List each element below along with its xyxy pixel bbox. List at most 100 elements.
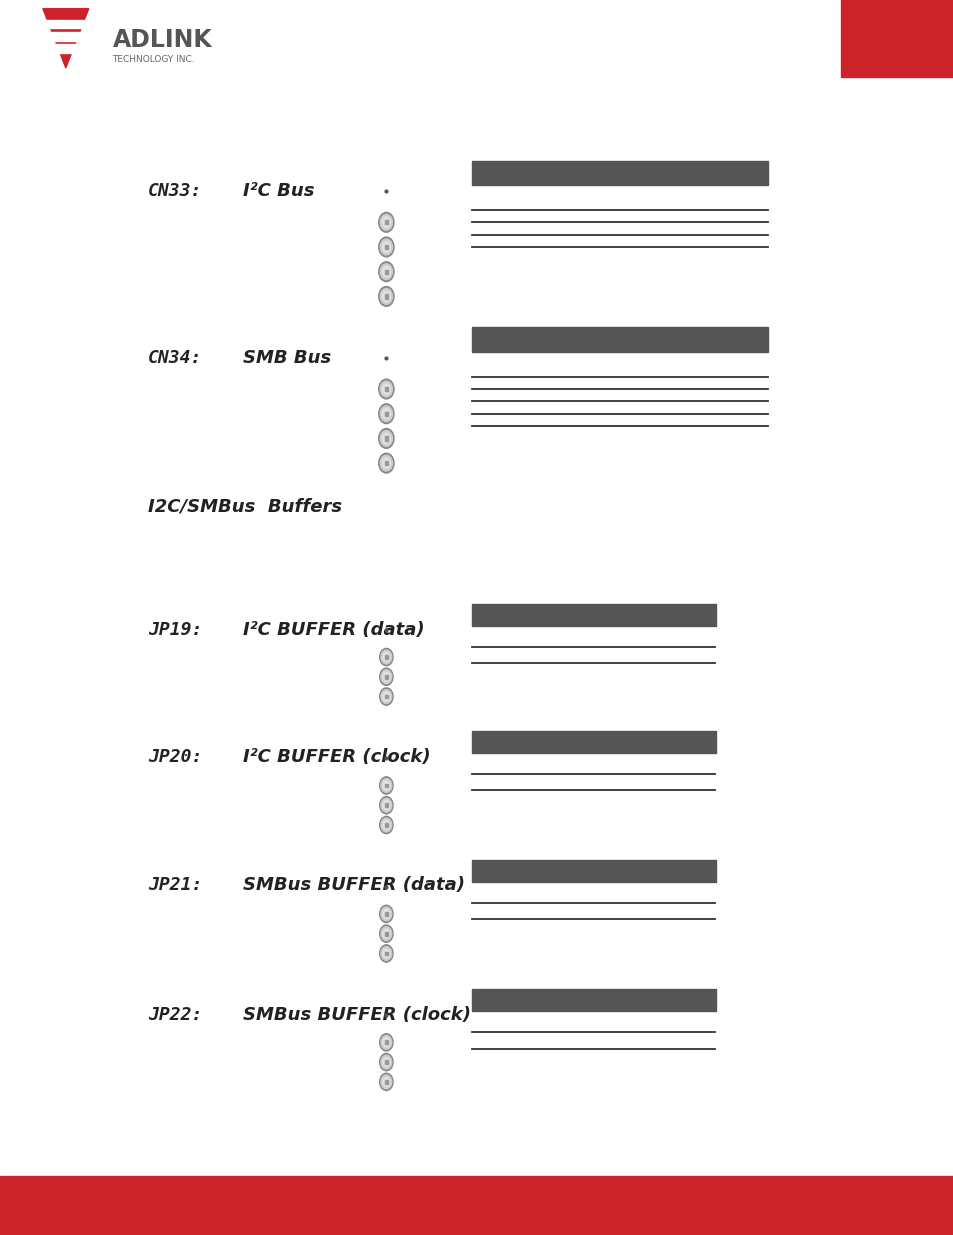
Circle shape: [380, 669, 392, 684]
Text: I2C/SMBus  Buffers: I2C/SMBus Buffers: [148, 498, 341, 515]
Bar: [384, 655, 388, 659]
Bar: [384, 783, 388, 788]
Bar: [472, 161, 767, 185]
Bar: [384, 674, 388, 679]
Circle shape: [382, 433, 390, 443]
Circle shape: [382, 1037, 390, 1047]
Bar: [384, 461, 388, 466]
Polygon shape: [44, 32, 88, 41]
Circle shape: [378, 429, 394, 448]
Circle shape: [382, 458, 390, 468]
Circle shape: [378, 404, 394, 424]
Circle shape: [380, 264, 392, 279]
Text: I²C Bus: I²C Bus: [243, 183, 314, 200]
Circle shape: [378, 212, 394, 232]
Circle shape: [380, 689, 392, 704]
Circle shape: [379, 1053, 393, 1071]
Bar: [472, 989, 715, 1011]
Circle shape: [382, 409, 390, 419]
Circle shape: [382, 948, 390, 958]
Bar: [384, 823, 388, 827]
Bar: [384, 436, 388, 441]
Circle shape: [379, 945, 393, 962]
Circle shape: [380, 778, 392, 793]
Circle shape: [382, 672, 390, 682]
Circle shape: [380, 431, 392, 446]
Circle shape: [379, 1073, 393, 1091]
Circle shape: [378, 453, 394, 473]
Circle shape: [382, 267, 390, 277]
Circle shape: [378, 237, 394, 257]
Circle shape: [382, 291, 390, 301]
Circle shape: [379, 925, 393, 942]
Circle shape: [382, 692, 390, 701]
Text: I²C BUFFER (data): I²C BUFFER (data): [243, 621, 424, 638]
Circle shape: [378, 287, 394, 306]
Circle shape: [379, 688, 393, 705]
Bar: [384, 951, 388, 956]
Circle shape: [380, 946, 392, 961]
Polygon shape: [44, 44, 88, 53]
Circle shape: [382, 781, 390, 790]
Text: JP22:: JP22:: [148, 1007, 202, 1024]
Circle shape: [378, 262, 394, 282]
Circle shape: [378, 379, 394, 399]
Polygon shape: [43, 9, 89, 68]
Text: CN34:: CN34:: [148, 350, 202, 367]
Circle shape: [380, 456, 392, 471]
Bar: [384, 803, 388, 808]
Text: JP19:: JP19:: [148, 621, 202, 638]
Circle shape: [380, 798, 392, 813]
Circle shape: [379, 905, 393, 923]
Text: JP20:: JP20:: [148, 748, 202, 766]
Circle shape: [380, 406, 392, 421]
Bar: [384, 294, 388, 299]
Bar: [841, 0, 953, 77]
Circle shape: [379, 777, 393, 794]
Text: I²C BUFFER (clock): I²C BUFFER (clock): [243, 748, 431, 766]
Circle shape: [380, 1055, 392, 1070]
Bar: [384, 911, 388, 916]
Bar: [384, 411, 388, 416]
Bar: [384, 1079, 388, 1084]
Bar: [0, 1176, 953, 1235]
Circle shape: [379, 1034, 393, 1051]
Circle shape: [382, 1077, 390, 1087]
Bar: [472, 327, 767, 352]
Circle shape: [382, 820, 390, 830]
Circle shape: [382, 1057, 390, 1067]
Text: TECHNOLOGY INC.: TECHNOLOGY INC.: [112, 54, 195, 64]
Bar: [384, 694, 388, 699]
Text: CN33:: CN33:: [148, 183, 202, 200]
Bar: [472, 604, 715, 626]
Bar: [384, 1060, 388, 1065]
Text: SMBus BUFFER (data): SMBus BUFFER (data): [243, 877, 465, 894]
Circle shape: [380, 289, 392, 304]
Circle shape: [379, 668, 393, 685]
Text: JP21:: JP21:: [148, 877, 202, 894]
Circle shape: [382, 909, 390, 919]
Bar: [384, 220, 388, 225]
Bar: [384, 245, 388, 249]
Circle shape: [382, 800, 390, 810]
Circle shape: [382, 384, 390, 394]
Circle shape: [380, 1035, 392, 1050]
Text: SMB Bus: SMB Bus: [243, 350, 332, 367]
Polygon shape: [44, 20, 88, 28]
Circle shape: [380, 906, 392, 921]
Circle shape: [382, 929, 390, 939]
Bar: [384, 931, 388, 936]
Circle shape: [379, 648, 393, 666]
Circle shape: [380, 1074, 392, 1089]
Text: ADLINK: ADLINK: [112, 27, 213, 52]
Bar: [384, 269, 388, 274]
Circle shape: [382, 242, 390, 252]
Circle shape: [382, 652, 390, 662]
Text: SMBus BUFFER (clock): SMBus BUFFER (clock): [243, 1007, 471, 1024]
Bar: [384, 1040, 388, 1045]
Circle shape: [379, 797, 393, 814]
Circle shape: [380, 650, 392, 664]
Circle shape: [380, 818, 392, 832]
Bar: [384, 387, 388, 391]
Bar: [472, 860, 715, 882]
